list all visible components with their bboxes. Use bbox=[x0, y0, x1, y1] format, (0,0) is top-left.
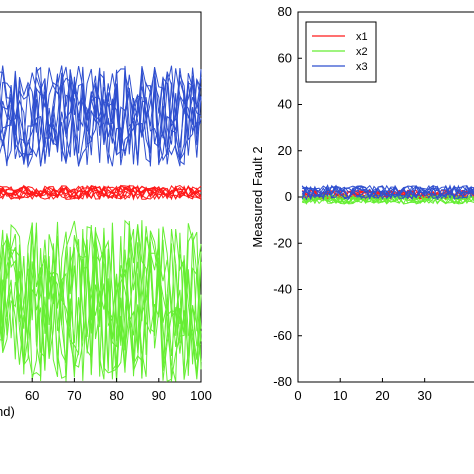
left-series-line bbox=[0, 69, 202, 166]
right-x-tick-label: 0 bbox=[294, 388, 301, 403]
left-series-line bbox=[0, 220, 202, 380]
right-y-axis-label: Measured Fault 2 bbox=[250, 146, 265, 247]
legend-label: x3 bbox=[356, 61, 368, 73]
left-series-line bbox=[0, 220, 202, 383]
right-chart-panel: 80 60 40 20 0 -20 -40 -60 -80 0 10 20 30 Measured F… bbox=[250, 4, 474, 403]
right-y-tick-label: -20 bbox=[273, 235, 292, 250]
right-series-lines bbox=[301, 184, 474, 205]
left-series-line bbox=[0, 224, 202, 382]
right-series-line bbox=[302, 184, 474, 201]
right-series-line bbox=[301, 184, 474, 200]
left-series-line bbox=[0, 66, 202, 165]
legend-label: x2 bbox=[356, 46, 368, 58]
left-x-tick-label: 60 bbox=[25, 388, 39, 403]
left-x-ticks: 60 70 80 90 100 bbox=[25, 378, 212, 403]
right-y-tick-label: -40 bbox=[273, 282, 292, 297]
left-series-line bbox=[0, 67, 202, 167]
left-series-line bbox=[0, 68, 202, 167]
left-series-line bbox=[0, 185, 202, 201]
legend-entries: x1 x2 x3 bbox=[312, 31, 368, 73]
left-x-tick-label: 100 bbox=[190, 388, 212, 403]
right-x-ticks: 0 10 20 30 bbox=[294, 378, 432, 403]
right-series-line bbox=[302, 193, 474, 205]
right-series-line bbox=[302, 193, 474, 205]
left-series-line bbox=[0, 65, 202, 167]
right-y-tick-label: 0 bbox=[285, 189, 292, 204]
left-x-tick-label: 70 bbox=[67, 388, 81, 403]
right-x-tick-label: 20 bbox=[375, 388, 389, 403]
left-x-tick-label: 90 bbox=[152, 388, 166, 403]
right-y-tick-label: -60 bbox=[273, 328, 292, 343]
right-y-tick-label: 20 bbox=[278, 143, 292, 158]
left-series-line bbox=[0, 222, 202, 382]
left-chart-panel: 60 70 80 90 100 nd) bbox=[0, 11, 212, 419]
right-x-tick-label: 10 bbox=[333, 388, 347, 403]
left-x-tick-label: 80 bbox=[109, 388, 123, 403]
right-y-tick-label: -80 bbox=[273, 374, 292, 389]
right-y-ticks: 80 60 40 20 0 -20 -40 -60 -80 bbox=[273, 4, 302, 389]
legend-label: x1 bbox=[356, 31, 368, 43]
left-series-line bbox=[0, 184, 202, 200]
right-series-line bbox=[301, 184, 474, 200]
right-series-line bbox=[301, 184, 474, 201]
left-series-lines bbox=[0, 65, 202, 383]
right-y-tick-label: 40 bbox=[278, 97, 292, 112]
left-series-line bbox=[0, 184, 202, 201]
legend-box bbox=[305, 21, 377, 83]
right-y-tick-label: 80 bbox=[278, 4, 292, 19]
left-series-line bbox=[0, 184, 202, 200]
left-x-axis-label: nd) bbox=[0, 404, 15, 419]
right-x-tick-label: 30 bbox=[417, 388, 431, 403]
right-legend: x1 x2 x3 bbox=[305, 21, 377, 83]
right-series-line bbox=[302, 185, 474, 200]
right-y-tick-label: 60 bbox=[278, 50, 292, 65]
